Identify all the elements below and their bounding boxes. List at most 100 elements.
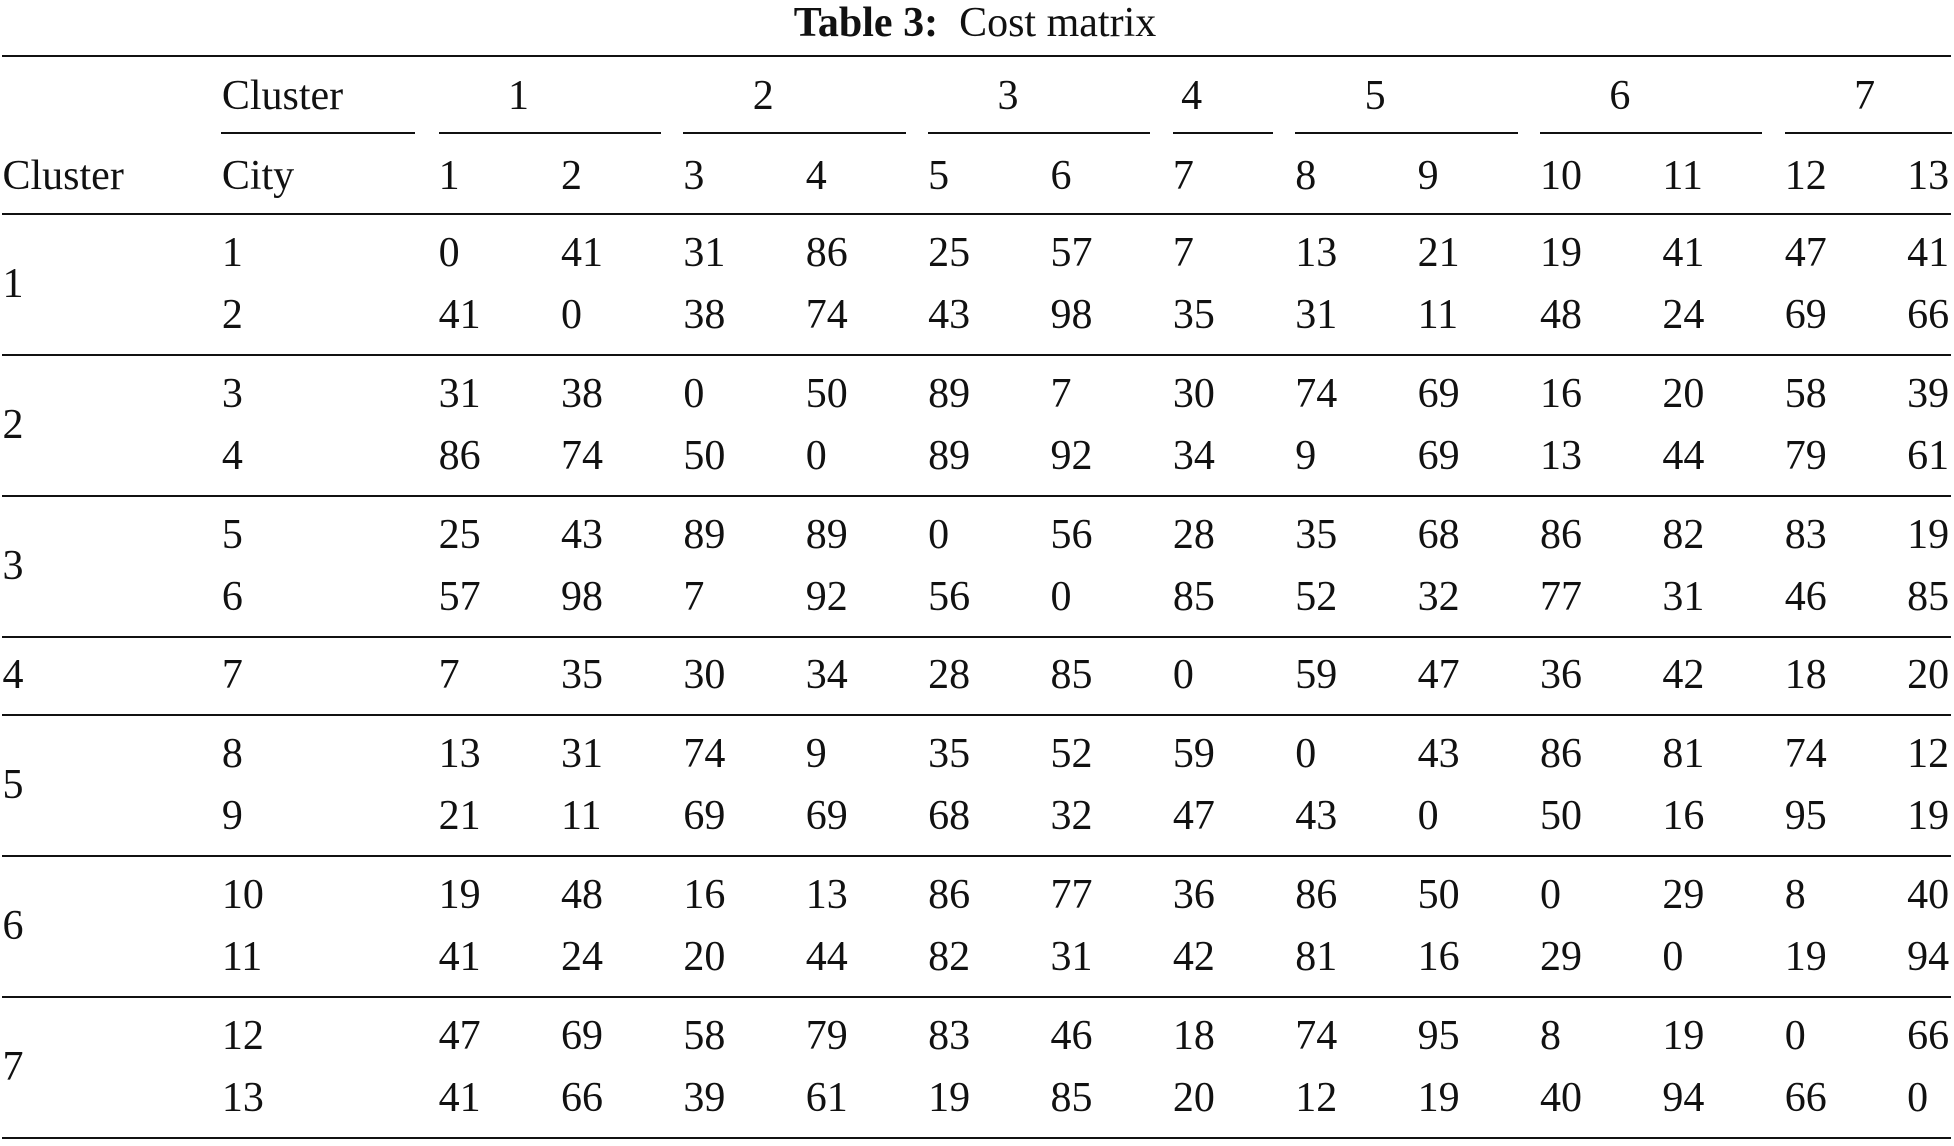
- cost-cell: 41: [1907, 229, 1950, 276]
- rule: [1784, 132, 1952, 135]
- cost-cell: 83: [928, 1012, 971, 1059]
- cost-cell: 7: [1172, 229, 1194, 276]
- cost-cell: 13: [805, 871, 848, 918]
- header-cluster-number: 3: [997, 72, 1019, 119]
- cost-cell: 52: [1050, 730, 1093, 777]
- cost-cell: 0: [1295, 730, 1317, 777]
- cost-cell: 92: [1050, 433, 1093, 480]
- cost-cell: 32: [1050, 793, 1093, 840]
- city-label: 5: [221, 511, 243, 558]
- cost-cell: 0: [805, 433, 827, 480]
- cost-cell: 94: [1662, 1074, 1705, 1121]
- cost-cell: 47: [1784, 229, 1827, 276]
- rule: [2, 995, 1952, 998]
- cost-cell: 69: [805, 793, 848, 840]
- cost-cell: 56: [1050, 511, 1093, 558]
- cost-cell: 98: [561, 573, 604, 620]
- cost-cell: 12: [1907, 730, 1950, 777]
- cost-cell: 29: [1540, 934, 1583, 981]
- header-city-number: 5: [928, 152, 950, 199]
- city-label: 13: [221, 1074, 264, 1121]
- cost-cell: 20: [1662, 370, 1705, 417]
- cost-cell: 18: [1172, 1012, 1215, 1059]
- cost-cell: 19: [1662, 1012, 1705, 1059]
- cost-cell: 69: [683, 793, 726, 840]
- rule: [2, 635, 1952, 638]
- cost-cell: 82: [1662, 511, 1705, 558]
- cost-cell: 18: [1784, 652, 1827, 699]
- header-cluster-number: 1: [508, 72, 530, 119]
- rule: [1295, 132, 1518, 135]
- cost-cell: 69: [1784, 292, 1827, 339]
- cost-cell: 25: [438, 511, 481, 558]
- cost-cell: 0: [438, 229, 460, 276]
- header-city-number: 11: [1662, 152, 1703, 199]
- cost-cell: 0: [561, 292, 583, 339]
- cost-cell: 50: [683, 433, 726, 480]
- cost-cell: 86: [1540, 730, 1583, 777]
- cost-cell: 41: [438, 1074, 481, 1121]
- cost-cell: 31: [561, 730, 604, 777]
- cost-cell: 19: [438, 871, 481, 918]
- cost-cell: 79: [805, 1012, 848, 1059]
- cost-cell: 66: [1784, 1074, 1827, 1121]
- cost-cell: 35: [561, 652, 604, 699]
- cost-cell: 31: [1295, 292, 1338, 339]
- rule: [220, 132, 415, 135]
- cost-cell: 35: [1172, 292, 1215, 339]
- cost-cell: 47: [438, 1012, 481, 1059]
- cost-cell: 19: [1417, 1074, 1460, 1121]
- cost-cell: 43: [561, 511, 604, 558]
- rule: [1540, 132, 1763, 135]
- cost-cell: 19: [1540, 229, 1583, 276]
- rule: [2, 494, 1952, 497]
- cluster-label: 4: [2, 652, 24, 699]
- caption-text: Cost matrix: [959, 0, 1157, 46]
- cost-cell: 21: [1417, 229, 1460, 276]
- cost-cell: 31: [683, 229, 726, 276]
- cost-cell: 12: [1295, 1074, 1338, 1121]
- cost-cell: 85: [1050, 1074, 1093, 1121]
- cost-cell: 89: [683, 511, 726, 558]
- cost-cell: 40: [1907, 871, 1950, 918]
- cost-cell: 7: [683, 573, 705, 620]
- cost-cell: 31: [1050, 934, 1093, 981]
- cost-cell: 35: [928, 730, 971, 777]
- cost-cell: 61: [805, 1074, 848, 1121]
- cost-cell: 0: [928, 511, 950, 558]
- header-city-number: 10: [1540, 152, 1583, 199]
- city-label: 9: [221, 793, 243, 840]
- cost-cell: 57: [1050, 229, 1093, 276]
- city-label: 11: [221, 934, 263, 981]
- header-city-number: 13: [1907, 152, 1950, 199]
- cost-cell: 69: [561, 1012, 604, 1059]
- city-label: 4: [221, 433, 243, 480]
- cost-cell: 8: [1540, 1012, 1562, 1059]
- header-cluster-number: 7: [1854, 72, 1876, 119]
- header-city-number: 2: [561, 152, 583, 199]
- rule: [1172, 132, 1273, 135]
- header-cluster-number: 5: [1364, 72, 1386, 119]
- cost-cell: 42: [1662, 652, 1705, 699]
- header-city-number: 7: [1172, 152, 1194, 199]
- cost-cell: 77: [1540, 573, 1583, 620]
- cost-cell: 66: [561, 1074, 604, 1121]
- cost-cell: 47: [1417, 652, 1460, 699]
- cost-cell: 8: [1784, 871, 1806, 918]
- cost-cell: 58: [1784, 370, 1827, 417]
- caption: Table 3: Cost matrix: [794, 2, 1157, 44]
- cost-cell: 57: [438, 573, 481, 620]
- city-label: 3: [221, 370, 243, 417]
- cost-cell: 19: [1907, 793, 1950, 840]
- cost-cell: 89: [928, 370, 971, 417]
- cost-cell: 30: [1172, 370, 1215, 417]
- cost-cell: 52: [1295, 573, 1338, 620]
- cost-cell: 43: [1417, 730, 1460, 777]
- cost-cell: 13: [438, 730, 481, 777]
- cost-cell: 41: [438, 292, 481, 339]
- header-cluster: Cluster: [2, 152, 124, 199]
- cost-cell: 16: [1417, 934, 1460, 981]
- cost-cell: 50: [1540, 793, 1583, 840]
- cost-cell: 19: [1784, 934, 1827, 981]
- cost-cell: 34: [805, 652, 848, 699]
